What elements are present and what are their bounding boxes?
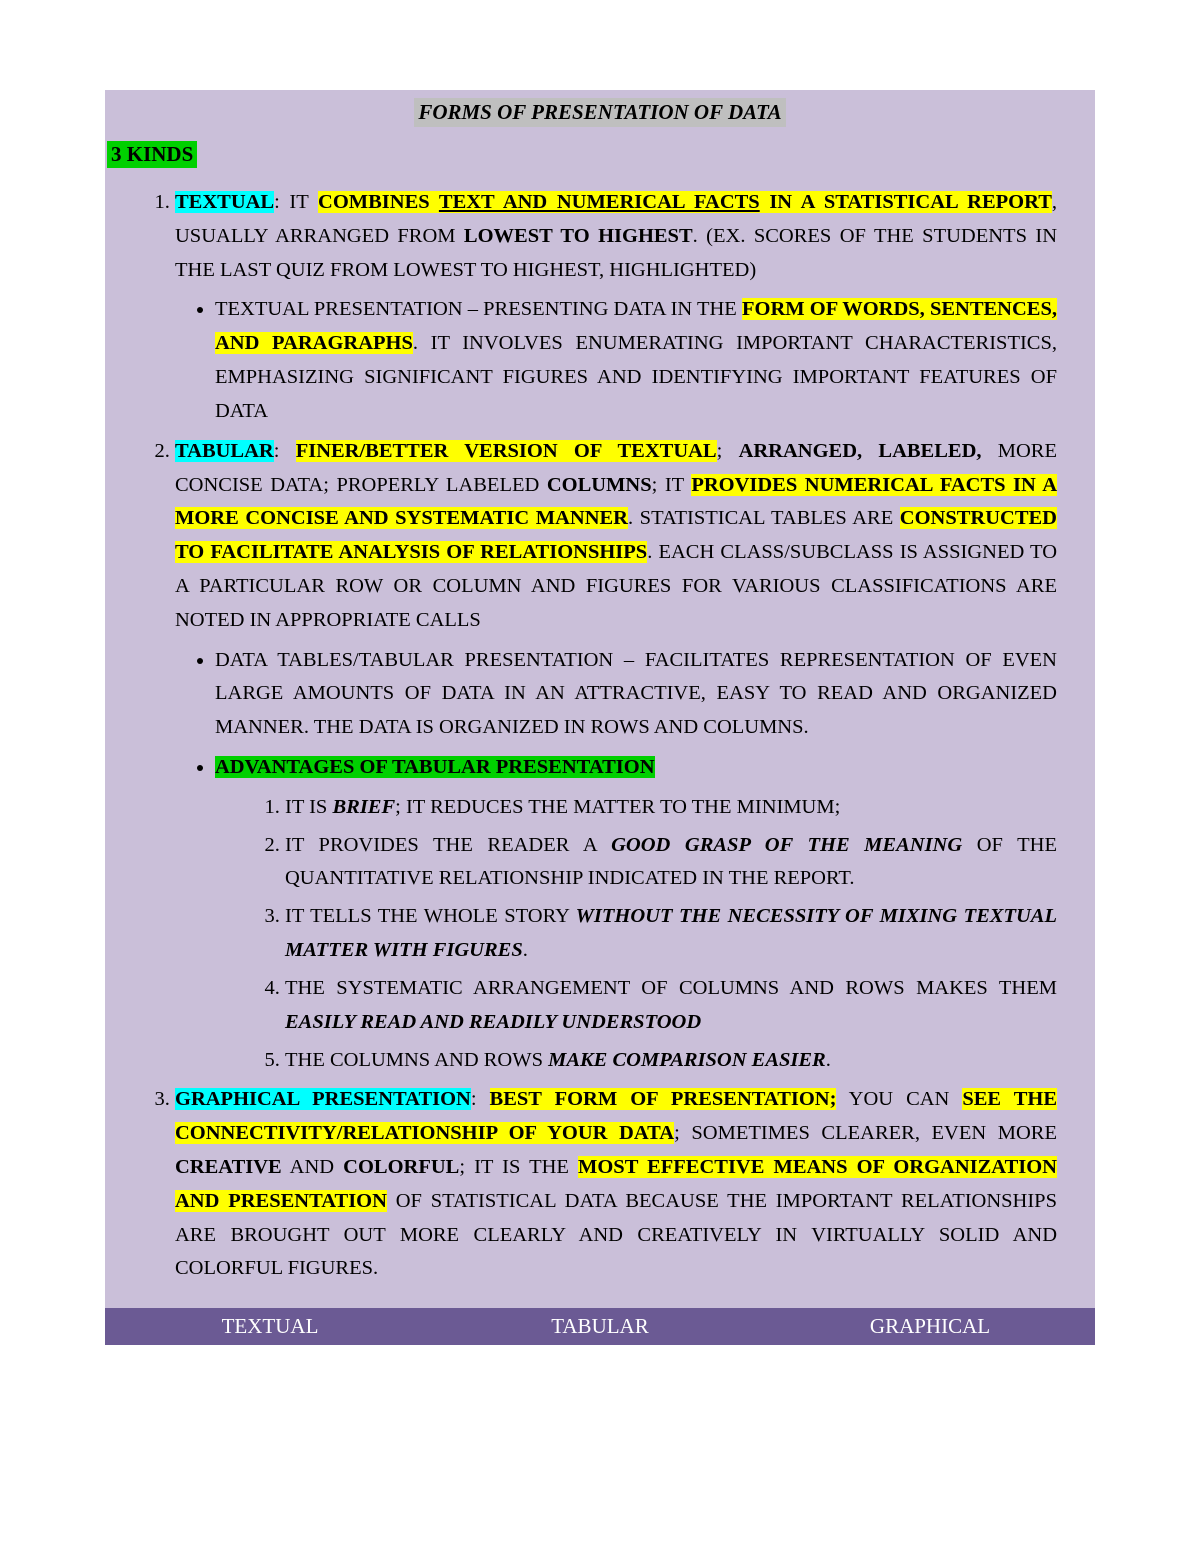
t3-best: BEST FORM OF PRESENTATION; <box>490 1088 837 1110</box>
adv-4: THE SYSTEMATIC ARRANGEMENT OF COLUMNS AN… <box>285 972 1057 1040</box>
main-list: TEXTUAL: IT COMBINES TEXT AND NUMERICAL … <box>105 186 1095 1286</box>
adv1b: BRIEF <box>332 796 395 818</box>
adv2a: IT PROVIDES THE READER A <box>285 834 611 856</box>
adv3c: . <box>523 939 528 961</box>
advantages-list: IT IS BRIEF; IT REDUCES THE MATTER TO TH… <box>215 791 1057 1078</box>
t3-tail2: ; IT IS THE <box>459 1156 578 1178</box>
textual-bullets: TEXTUAL PRESENTATION – PRESENTING DATA I… <box>175 293 1057 428</box>
tabular-bullet-1: DATA TABLES/TABULAR PRESENTATION – FACIL… <box>215 644 1057 745</box>
t3-and: AND <box>282 1156 343 1178</box>
graphical-head: GRAPHICAL PRESENTATION <box>175 1088 471 1110</box>
t3-creative: CREATIVE <box>175 1156 282 1178</box>
t2-finer: FINER/BETTER VERSION OF TEXTUAL <box>296 440 717 462</box>
adv-2: IT PROVIDES THE READER A GOOD GRASP OF T… <box>285 829 1057 897</box>
t3-colorful: COLORFUL <box>343 1156 459 1178</box>
adv5c: . <box>826 1049 831 1071</box>
page-title: FORMS OF PRESENTATION OF DATA <box>414 98 785 127</box>
adv5b: MAKE COMPARISON EASIER <box>548 1049 826 1071</box>
adv4a: THE SYSTEMATIC ARRANGEMENT OF COLUMNS AN… <box>285 977 1057 999</box>
adv3a: IT TELLS THE WHOLE STORY <box>285 905 576 927</box>
t2-colon: : <box>274 440 296 462</box>
t2-it1: ; IT <box>652 474 692 496</box>
adv1a: IT IS <box>285 796 332 818</box>
t1-combines: COMBINES <box>318 191 439 213</box>
t3-you: YOU CAN <box>836 1088 962 1110</box>
adv4b: EASILY READ AND READILY UNDERSTOOD <box>285 1011 701 1033</box>
adv-1: IT IS BRIEF; IT REDUCES THE MATTER TO TH… <box>285 791 1057 825</box>
adv-5: THE COLUMNS AND ROWS MAKE COMPARISON EAS… <box>285 1044 1057 1078</box>
textual-head: TEXTUAL <box>175 191 274 213</box>
adv5a: THE COLUMNS AND ROWS <box>285 1049 548 1071</box>
t2-stat: . STATISTICAL TABLES ARE <box>628 507 900 529</box>
tb1-lead: TEXTUAL PRESENTATION – PRESENTING DATA I… <box>215 298 742 320</box>
adv2b: GOOD GRASP OF THE MEANING <box>611 834 962 856</box>
title-row: FORMS OF PRESENTATION OF DATA <box>105 90 1095 141</box>
footer-graphical: GRAPHICAL <box>765 1314 1095 1339</box>
t1-lowhigh: LOWEST TO HIGHEST <box>464 225 693 247</box>
t1-inreport: IN A STATISTICAL REPORT <box>760 191 1052 213</box>
t1-p1: : IT <box>274 191 318 213</box>
kinds-label: 3 KINDS <box>107 141 197 168</box>
tabular-head: TABULAR <box>175 440 274 462</box>
t1-textfacts: TEXT AND NUMERICAL FACTS <box>439 191 760 213</box>
adv1c: ; IT REDUCES THE MATTER TO THE MINIMUM; <box>395 796 840 818</box>
tabular-bullets: DATA TABLES/TABULAR PRESENTATION – FACIL… <box>175 644 1057 1078</box>
footer-tabular: TABULAR <box>435 1314 765 1339</box>
t3-tail1: ; SOMETIMES CLEARER, EVEN MORE <box>674 1122 1057 1144</box>
t3-colon: : <box>471 1088 490 1110</box>
item-tabular: TABULAR: FINER/BETTER VERSION OF TEXTUAL… <box>175 435 1057 1078</box>
item-textual: TEXTUAL: IT COMBINES TEXT AND NUMERICAL … <box>175 186 1057 429</box>
textual-bullet-1: TEXTUAL PRESENTATION – PRESENTING DATA I… <box>215 293 1057 428</box>
tabular-bullet-advantages: ADVANTAGES OF TABULAR PRESENTATION IT IS… <box>215 751 1057 1077</box>
document-body: FORMS OF PRESENTATION OF DATA 3 KINDS TE… <box>105 90 1095 1345</box>
page: FORMS OF PRESENTATION OF DATA 3 KINDS TE… <box>0 0 1200 1405</box>
t2-columns: COLUMNS <box>547 474 652 496</box>
footer-bar: TEXTUAL TABULAR GRAPHICAL <box>105 1308 1095 1345</box>
kinds-row: 3 KINDS <box>105 141 1095 168</box>
item-graphical: GRAPHICAL PRESENTATION: BEST FORM OF PRE… <box>175 1083 1057 1286</box>
advantages-label: ADVANTAGES OF TABULAR PRESENTATION <box>215 756 655 778</box>
footer-textual: TEXTUAL <box>105 1314 435 1339</box>
t2-semi: ; <box>717 440 739 462</box>
t2-arranged: ARRANGED, LABELED, <box>739 440 982 462</box>
adv-3: IT TELLS THE WHOLE STORY WITHOUT THE NEC… <box>285 900 1057 968</box>
